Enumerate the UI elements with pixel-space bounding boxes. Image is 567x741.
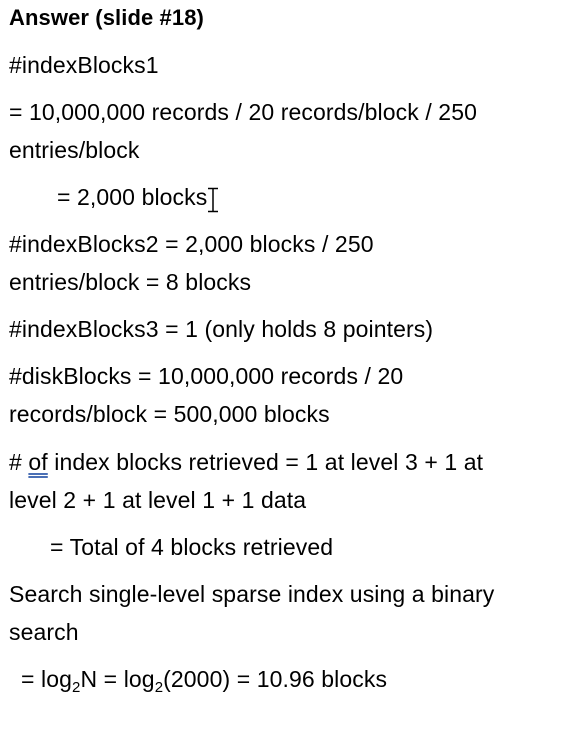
log-formula-line: = log2N = log2(2000) = 10.96 blocks: [21, 665, 387, 697]
binary-search-line2: search: [9, 619, 79, 645]
index-blocks-1-heading: #indexBlocks1: [9, 52, 159, 78]
blocks-retrieved-suffix: index blocks retrieved = 1 at level 3 + …: [47, 449, 484, 475]
index-blocks-2-line1: #indexBlocks2 = 2,000 blocks / 250: [9, 231, 374, 257]
blocks-retrieved-line1: # of index blocks retrieved = 1 at level…: [9, 448, 483, 476]
binary-search-line1: Search single-level sparse index using a…: [9, 581, 495, 607]
log-formula-end: (2000) = 10.96 blocks: [163, 666, 388, 692]
spellcheck-word-of[interactable]: of: [28, 449, 48, 475]
disk-blocks-line1: #diskBlocks = 10,000,000 records / 20: [9, 363, 404, 389]
disk-blocks-line2: records/block = 500,000 blocks: [9, 401, 330, 427]
answer-title: Answer (slide #18): [9, 5, 204, 30]
log-subscript-2: 2: [154, 679, 164, 696]
text-cursor-icon: [207, 187, 219, 213]
index-blocks-1-formula-line2: entries/block: [9, 137, 140, 163]
blocks-retrieved-line2: level 2 + 1 at level 1 + 1 data: [9, 487, 307, 513]
index-blocks-2-line2: entries/block = 8 blocks: [9, 269, 252, 295]
log-subscript-1: 2: [72, 679, 81, 696]
total-blocks-line: = Total of 4 blocks retrieved: [50, 534, 334, 560]
blocks-retrieved-prefix: #: [9, 449, 29, 475]
index-blocks-3-line: #indexBlocks3 = 1 (only holds 8 pointers…: [9, 316, 434, 342]
log-formula-eq: = log: [21, 666, 73, 692]
index-blocks-1-formula-line1: = 10,000,000 records / 20 records/block …: [9, 99, 477, 125]
index-blocks-1-result: = 2,000 blocks: [57, 184, 208, 210]
log-formula-mid: N = log: [80, 666, 155, 692]
